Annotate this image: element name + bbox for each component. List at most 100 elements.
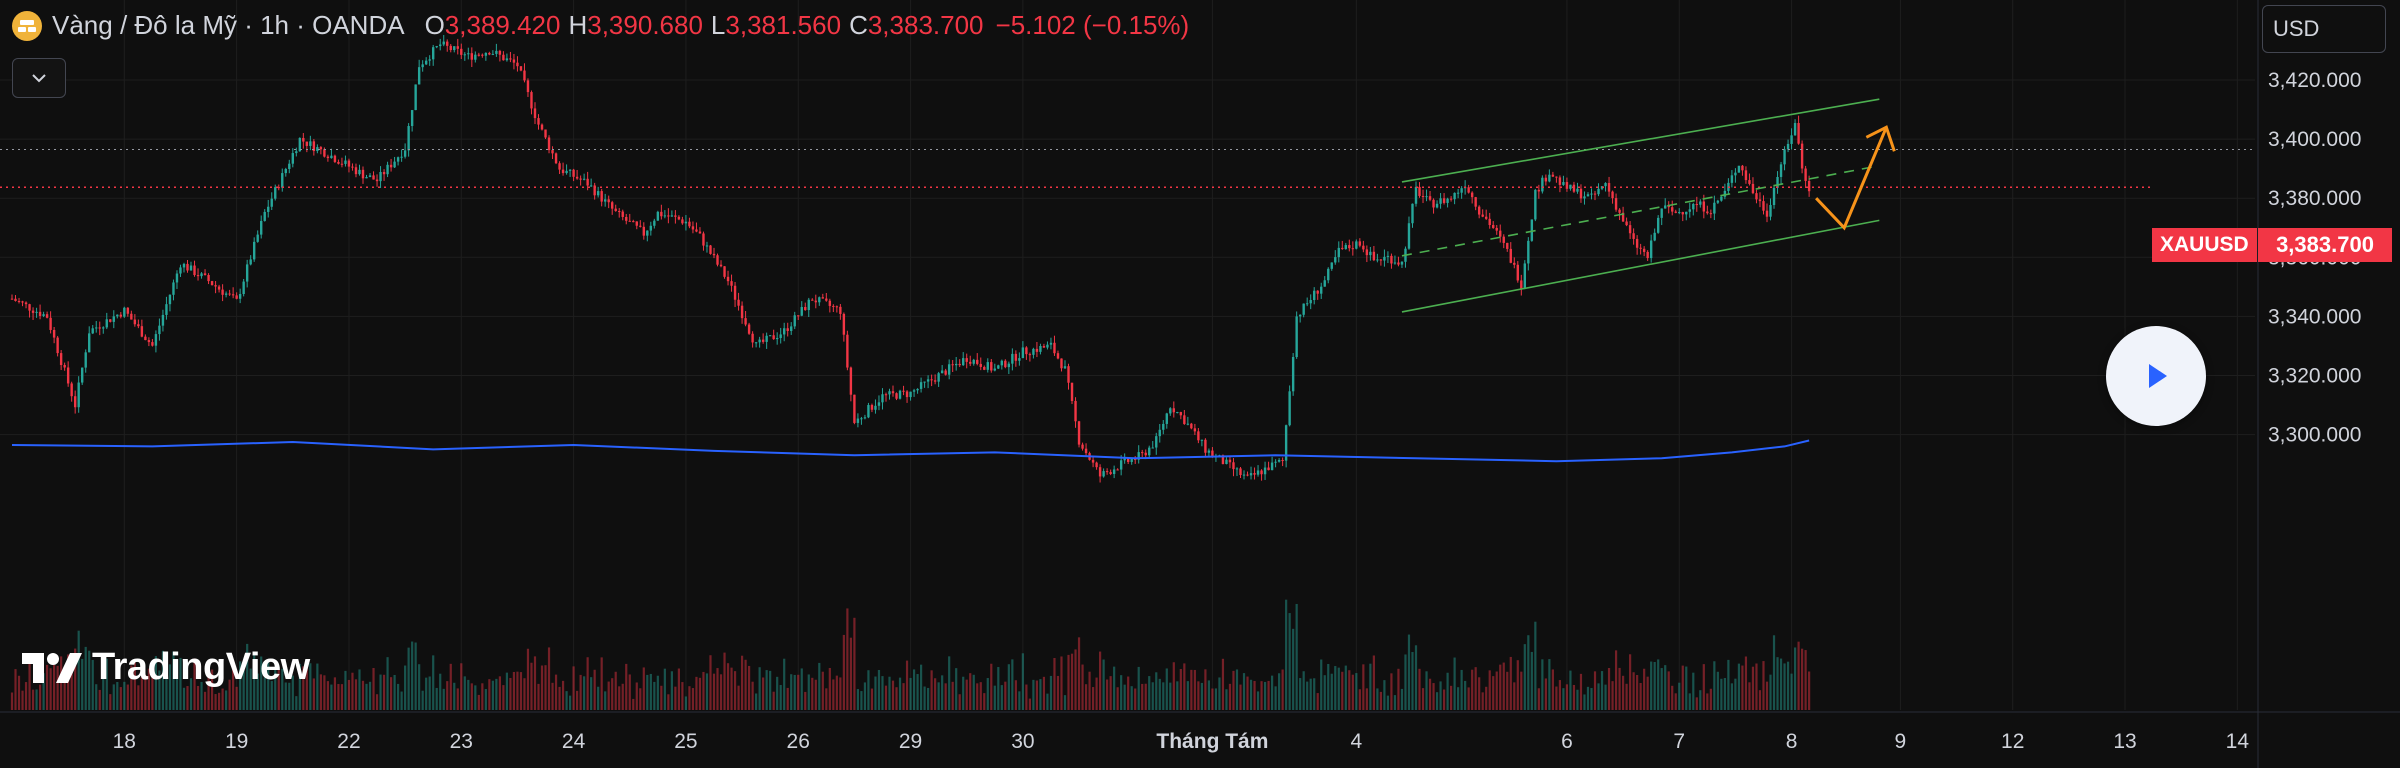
candle bbox=[986, 358, 989, 373]
projection-arrow[interactable] bbox=[1815, 126, 1888, 231]
volume-bar bbox=[295, 696, 298, 710]
time-tick-label: 4 bbox=[1350, 730, 1362, 753]
volume-bar bbox=[1351, 674, 1354, 710]
volume-bar bbox=[1565, 684, 1569, 710]
candle bbox=[1779, 161, 1783, 184]
candle bbox=[1341, 240, 1344, 250]
volume-bar bbox=[1650, 661, 1653, 710]
candle bbox=[1046, 341, 1049, 350]
candle bbox=[1242, 470, 1246, 480]
volume-bar bbox=[688, 686, 691, 710]
candle bbox=[1492, 221, 1495, 229]
time-axis[interactable]: 18 19 22 23 24 25 26 29 30 Tháng Tám 4 6 7 8 9 12 13 14 bbox=[113, 730, 2250, 753]
volume-bar bbox=[449, 663, 452, 710]
volume-bar bbox=[811, 677, 814, 710]
candle bbox=[902, 385, 905, 396]
volume-bar bbox=[1681, 665, 1684, 710]
candle bbox=[98, 321, 101, 336]
volume-bar bbox=[835, 675, 838, 710]
volume-bar bbox=[351, 672, 354, 710]
candle bbox=[800, 301, 803, 317]
volume-bar bbox=[572, 666, 575, 710]
candle bbox=[1555, 176, 1558, 183]
volume-bar bbox=[260, 656, 263, 710]
candle bbox=[446, 39, 449, 52]
volume-bar bbox=[1225, 689, 1228, 710]
legend-toggle-button[interactable] bbox=[12, 58, 66, 98]
volume-bar bbox=[1281, 669, 1284, 710]
candle bbox=[84, 349, 87, 373]
candle bbox=[1169, 407, 1172, 416]
volume-bar bbox=[1442, 689, 1446, 710]
volume-bar bbox=[67, 654, 70, 710]
volume-bar bbox=[372, 668, 375, 710]
time-tick-label: 22 bbox=[337, 730, 360, 753]
volume-bar bbox=[849, 637, 852, 710]
volume-bar bbox=[1562, 688, 1565, 710]
candle bbox=[1685, 211, 1688, 221]
volume-bar bbox=[270, 681, 273, 710]
candle bbox=[453, 46, 456, 53]
candle bbox=[1077, 420, 1081, 448]
volume-bar bbox=[1134, 688, 1137, 710]
candle bbox=[1358, 238, 1362, 248]
candle bbox=[1649, 234, 1653, 263]
candle bbox=[898, 389, 902, 400]
candle bbox=[1267, 461, 1270, 471]
candle bbox=[228, 289, 231, 296]
candle bbox=[144, 334, 147, 341]
volume-bar bbox=[579, 674, 582, 710]
drawing-tools[interactable] bbox=[1401, 98, 1896, 313]
volume-bar bbox=[491, 680, 494, 710]
candle bbox=[207, 273, 210, 285]
candle bbox=[751, 331, 754, 348]
candle bbox=[677, 215, 681, 221]
candle bbox=[1611, 190, 1614, 204]
volume-bar bbox=[130, 665, 133, 710]
volume-bar bbox=[232, 669, 235, 710]
candle bbox=[909, 391, 912, 401]
candle bbox=[554, 152, 558, 165]
volume-bar bbox=[119, 687, 122, 710]
candle bbox=[1769, 198, 1772, 221]
candle bbox=[1751, 177, 1755, 195]
candle bbox=[1513, 257, 1516, 269]
candle bbox=[284, 167, 287, 177]
candle bbox=[1011, 348, 1014, 371]
volume-bar bbox=[983, 693, 986, 710]
volume-bar bbox=[755, 693, 758, 710]
channel-middle-line[interactable] bbox=[1401, 164, 1880, 257]
volume-bar bbox=[1639, 682, 1642, 710]
price-tick-label: 3,400.000 bbox=[2268, 128, 2361, 151]
volume-bar bbox=[649, 673, 652, 710]
volume-bar bbox=[284, 682, 287, 710]
candle bbox=[1604, 182, 1607, 192]
volume-bar bbox=[927, 687, 930, 710]
candle bbox=[1281, 457, 1284, 467]
volume-bar bbox=[1737, 663, 1741, 710]
currency-selector[interactable]: USD bbox=[2262, 5, 2386, 53]
tradingview-logo[interactable]: TradingView bbox=[20, 646, 310, 689]
volume-bar bbox=[249, 668, 252, 710]
candle bbox=[14, 295, 17, 302]
candle bbox=[867, 402, 870, 419]
channel-lower-line[interactable] bbox=[1401, 219, 1880, 313]
volume-bar bbox=[1748, 682, 1751, 710]
candle bbox=[565, 164, 568, 175]
replay-button[interactable] bbox=[2106, 326, 2206, 426]
candle bbox=[498, 49, 502, 62]
volume-bar bbox=[1502, 662, 1505, 710]
candle bbox=[649, 221, 653, 236]
volume-bar bbox=[340, 684, 344, 710]
volume-bar bbox=[463, 676, 466, 710]
volume-bar bbox=[1744, 656, 1748, 710]
candle bbox=[551, 146, 554, 160]
volume-bar bbox=[1509, 656, 1512, 710]
candle bbox=[709, 244, 712, 255]
candle bbox=[1646, 250, 1649, 261]
symbol-header[interactable]: Vàng / Đô la Mỹ · 1h · OANDA O 3,389.420 … bbox=[12, 10, 1189, 41]
volume-bar bbox=[772, 691, 775, 710]
channel-upper-line[interactable] bbox=[1401, 98, 1880, 183]
candle bbox=[951, 360, 954, 373]
